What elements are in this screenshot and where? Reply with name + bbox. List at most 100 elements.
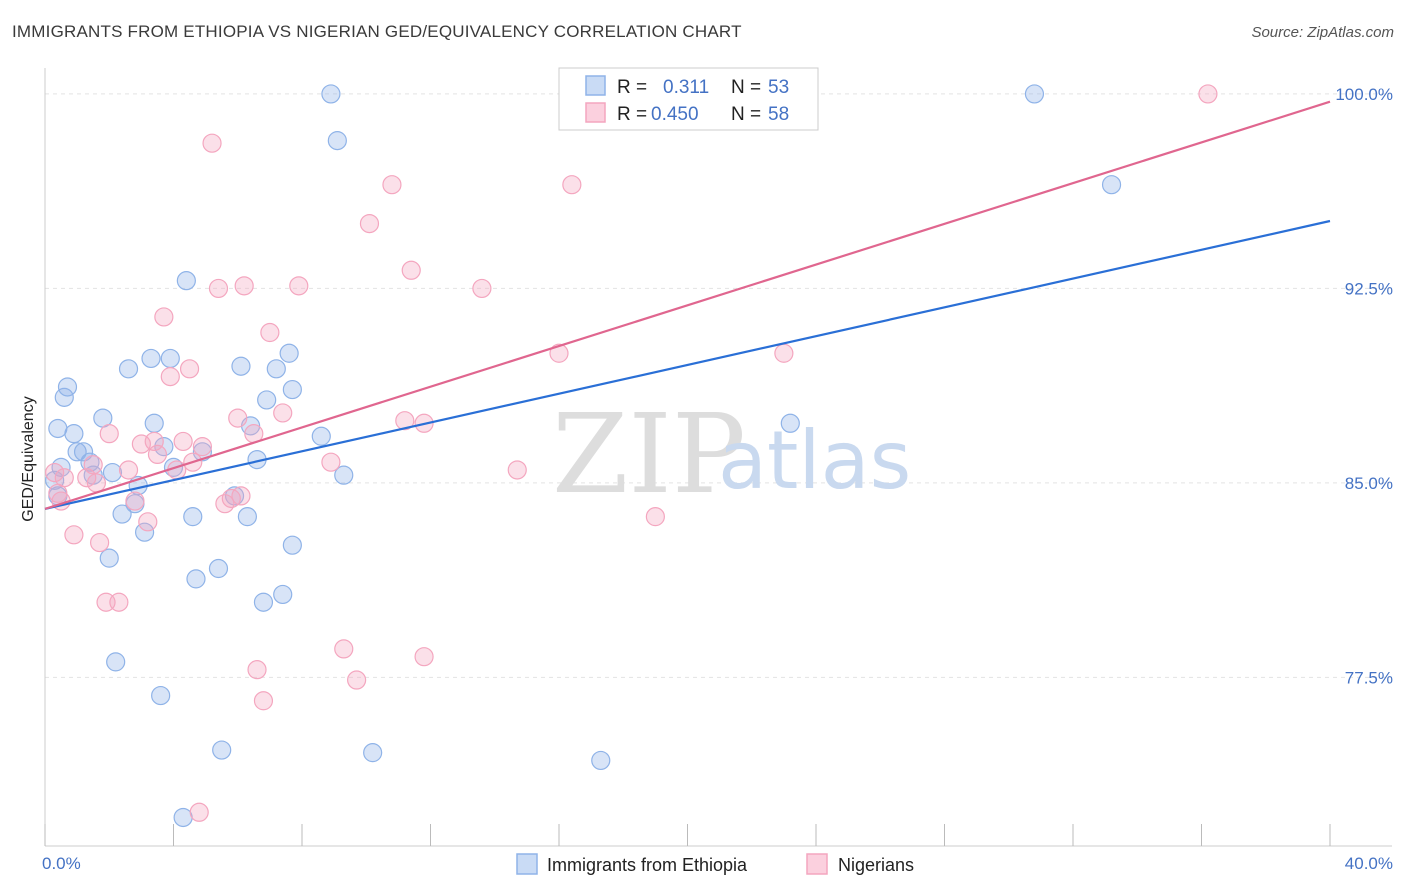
point-s0-19 [134, 522, 155, 542]
point-s1-31 [234, 276, 254, 296]
point-s1-22 [179, 359, 200, 379]
point-s1-53 [774, 343, 794, 363]
point-s1-30 [231, 486, 251, 506]
point-s1-35 [260, 322, 280, 343]
gridlines [45, 93, 1392, 678]
point-s1-6 [83, 455, 103, 475]
point-s1-10 [99, 424, 119, 444]
legend: R = 0.311 N = 53 R = 0.450 N = 58 [558, 67, 819, 131]
point-s0-52 [1101, 175, 1122, 195]
point-s1-8 [90, 532, 110, 553]
point-s1-19 [160, 367, 180, 387]
point-s0-42 [282, 379, 302, 400]
legend-r-label-nigerians: R = [617, 104, 647, 125]
y-tick-label-0: 77.5% [1345, 668, 1393, 687]
point-s0-22 [151, 685, 171, 706]
point-s0-50 [780, 413, 800, 433]
point-s1-44 [401, 260, 421, 280]
point-s0-32 [224, 486, 245, 506]
point-s0-1 [48, 418, 68, 439]
watermark: ZIP atlas [552, 390, 911, 518]
point-s0-45 [321, 84, 341, 104]
point-s1-54 [1198, 84, 1218, 104]
point-s0-43 [282, 535, 302, 555]
point-s0-8 [73, 442, 94, 462]
point-s1-38 [321, 452, 341, 472]
point-s1-49 [549, 343, 569, 363]
point-s1-4 [64, 525, 84, 545]
point-s1-52 [645, 507, 665, 527]
point-s0-33 [231, 356, 251, 376]
point-s0-15 [112, 504, 132, 524]
point-s1-18 [154, 307, 174, 327]
point-s1-15 [138, 512, 158, 532]
point-s0-24 [160, 348, 180, 369]
legend-n-label-ethiopia: N = [731, 77, 761, 98]
point-s0-49 [591, 750, 611, 771]
point-s0-31 [212, 740, 232, 760]
point-s1-24 [192, 437, 213, 457]
point-s1-12 [118, 460, 139, 480]
data-points [45, 84, 1218, 828]
point-s1-0 [45, 462, 65, 483]
point-s0-13 [102, 462, 123, 483]
point-s1-48 [507, 460, 527, 480]
point-s0-39 [266, 359, 286, 379]
legend-swatch-ethiopia [585, 75, 606, 96]
point-s0-28 [186, 569, 206, 589]
point-s0-21 [144, 413, 164, 433]
point-s0-26 [176, 271, 196, 291]
point-s0-5 [57, 377, 78, 397]
point-s1-37 [289, 276, 309, 296]
legend-n-value-ethiopia: 53 [768, 77, 789, 98]
legend-n-value-nigerians: 58 [768, 104, 789, 125]
legend-r-value-ethiopia: 0.311 [663, 77, 709, 98]
chart-title: IMMIGRANTS FROM ETHIOPIA VS NIGERIAN GED… [12, 22, 742, 41]
point-s0-48 [363, 743, 383, 763]
axes [44, 68, 1392, 847]
point-s0-6 [64, 424, 84, 444]
point-s1-55 [189, 802, 209, 822]
point-s0-38 [257, 390, 277, 410]
point-s1-36 [273, 403, 293, 423]
x-tick-label-0: 0.0% [42, 854, 81, 873]
point-s0-20 [141, 348, 161, 369]
point-s1-17 [147, 444, 168, 465]
point-s1-46 [414, 647, 434, 667]
point-s0-4 [54, 387, 74, 407]
point-s1-39 [334, 639, 354, 659]
x-tick-label-1: 40.0% [1345, 854, 1393, 873]
trend-line-s0 [44, 219, 1331, 510]
chart-source: Source: ZipAtlas.com [1251, 24, 1394, 41]
legend-swatch-nigerians [585, 102, 606, 123]
point-s1-3 [54, 468, 74, 488]
point-s0-44 [311, 426, 331, 446]
point-s1-11 [109, 592, 129, 612]
point-s1-34 [253, 691, 274, 711]
point-s0-34 [237, 507, 257, 527]
bottom-legend-swatch-ethiopia [516, 853, 538, 875]
point-s1-27 [215, 494, 235, 514]
watermark-atlas: atlas [718, 414, 911, 507]
bottom-legend-swatch-nigerians [806, 853, 828, 875]
x-tick-labels: 0.0% 40.0% [42, 854, 1393, 873]
point-s0-41 [279, 343, 299, 363]
point-s1-21 [173, 431, 193, 452]
point-s1-13 [125, 491, 145, 511]
point-s1-26 [208, 278, 229, 299]
point-s1-41 [359, 214, 380, 234]
legend-n-label-nigerians: N = [731, 104, 761, 125]
bottom-legend: Immigrants from Ethiopia Nigerians [516, 853, 914, 875]
point-s0-16 [118, 359, 139, 379]
point-s1-40 [347, 670, 367, 690]
point-s1-33 [247, 660, 267, 680]
point-s1-50 [562, 175, 582, 195]
series-0-points [45, 84, 1122, 828]
y-tick-label-1: 85.0% [1345, 474, 1393, 493]
point-s0-30 [208, 558, 229, 579]
point-s1-7 [86, 473, 107, 493]
point-s0-46 [327, 131, 347, 151]
y-tick-labels: 77.5% 85.0% 92.5% 100.0% [1335, 85, 1393, 688]
point-s0-37 [253, 592, 274, 612]
